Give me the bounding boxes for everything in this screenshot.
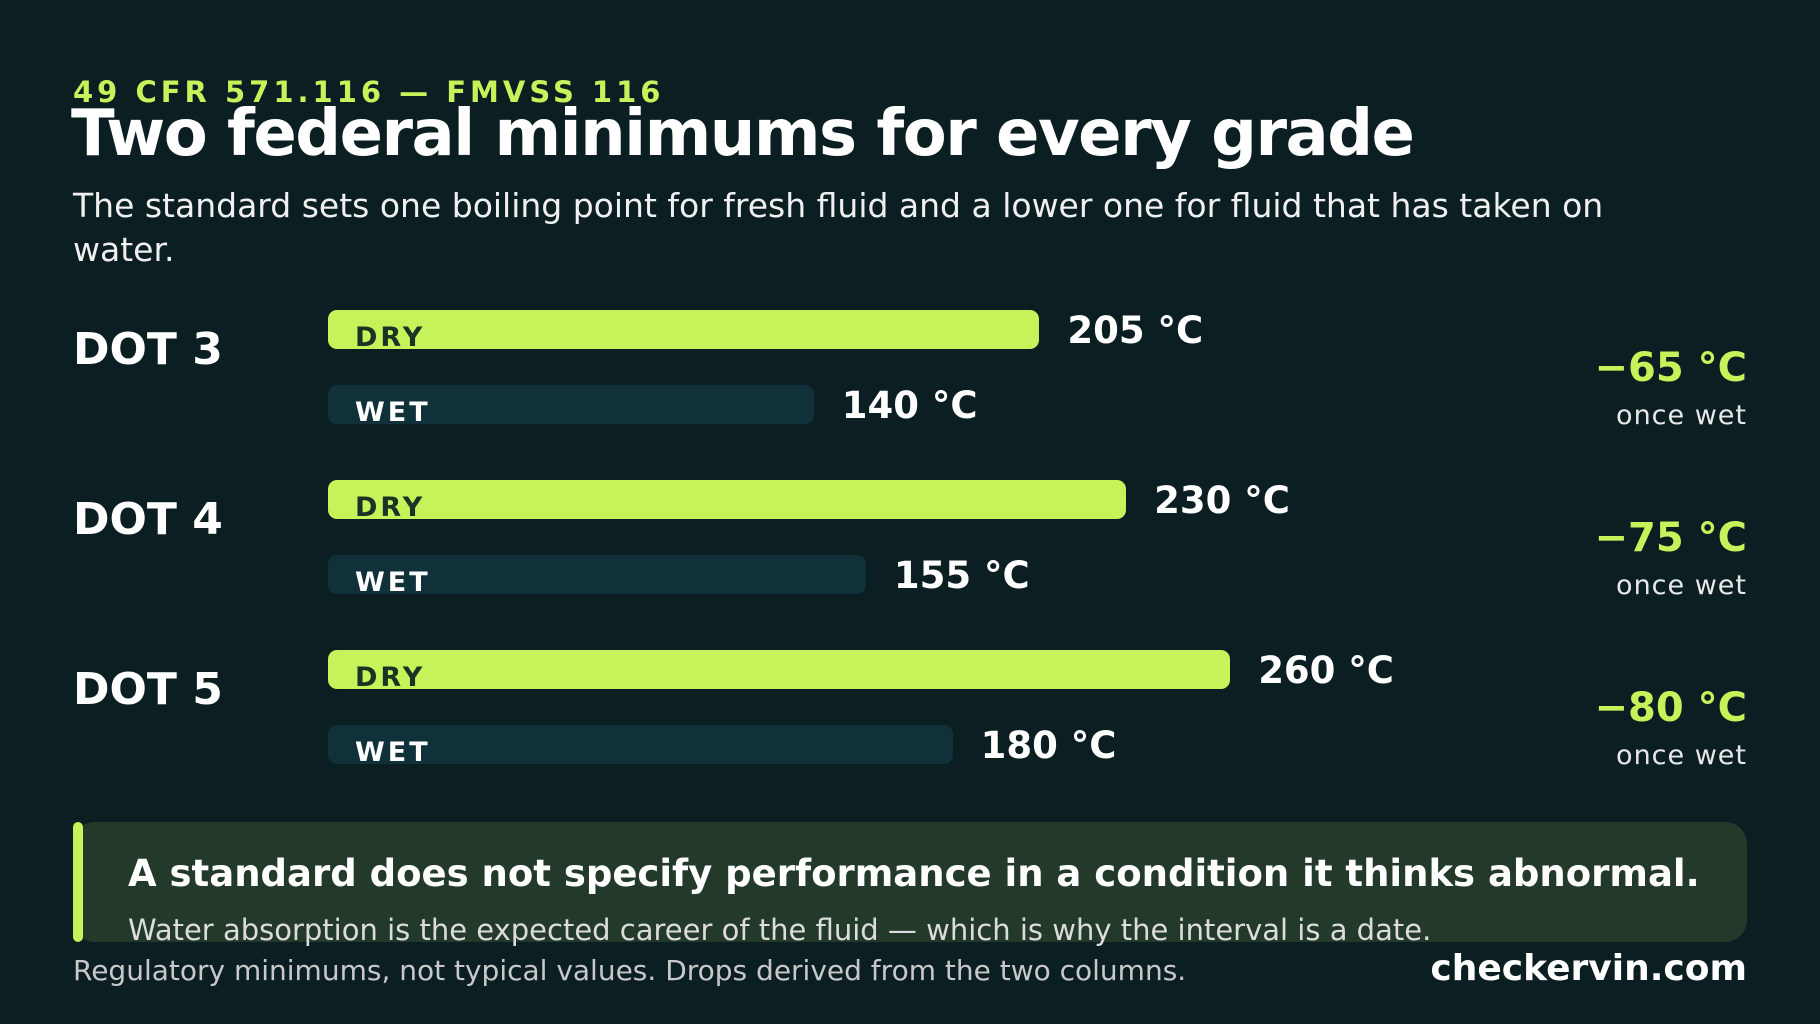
value-label: 140 °C: [841, 384, 978, 427]
bar-series-label: DRY: [355, 492, 426, 523]
subtitle: The standard sets one boiling point for …: [73, 186, 1604, 269]
bar: WET: [328, 385, 814, 428]
bar-series-label: DRY: [355, 662, 426, 693]
kicker: 49 CFR 571.116 — FMVSS 116: [73, 75, 665, 109]
value-label: 155 °C: [893, 554, 1030, 597]
value-label: 205 °C: [1067, 309, 1204, 352]
bar-series-label: WET: [355, 397, 431, 428]
category-label: DOT 3: [73, 324, 223, 375]
footnote: Regulatory minimums, not typical values.…: [73, 954, 1187, 987]
bar: DRY: [328, 650, 1231, 693]
callout-headline: A standard does not specify performance …: [128, 852, 1700, 895]
drop-caption: once wet: [1616, 740, 1747, 771]
drop-label: −80 °C: [1594, 685, 1747, 731]
bar: WET: [328, 725, 953, 768]
value-label: 180 °C: [980, 724, 1117, 767]
title: Two federal minimums for every grade: [71, 97, 1415, 171]
callout-body: Water absorption is the expected career …: [128, 913, 1432, 947]
drop-label: −75 °C: [1594, 515, 1747, 561]
bar: DRY: [328, 310, 1040, 353]
callout: [73, 822, 1747, 942]
bar: DRY: [328, 480, 1127, 523]
bar: WET: [328, 555, 866, 598]
value-label: 230 °C: [1154, 479, 1290, 522]
bar-series-label: WET: [355, 567, 431, 598]
drop-caption: once wet: [1616, 570, 1747, 601]
bar-series-label: DRY: [355, 322, 426, 353]
brand: checkervin.com: [1430, 948, 1747, 989]
drop-label: −65 °C: [1594, 345, 1747, 391]
bar-series-label: WET: [355, 737, 431, 768]
drop-caption: once wet: [1616, 400, 1747, 431]
category-label: DOT 5: [73, 664, 223, 715]
callout-accent: [73, 822, 83, 942]
category-label: DOT 4: [73, 494, 223, 545]
value-label: 260 °C: [1258, 649, 1394, 692]
